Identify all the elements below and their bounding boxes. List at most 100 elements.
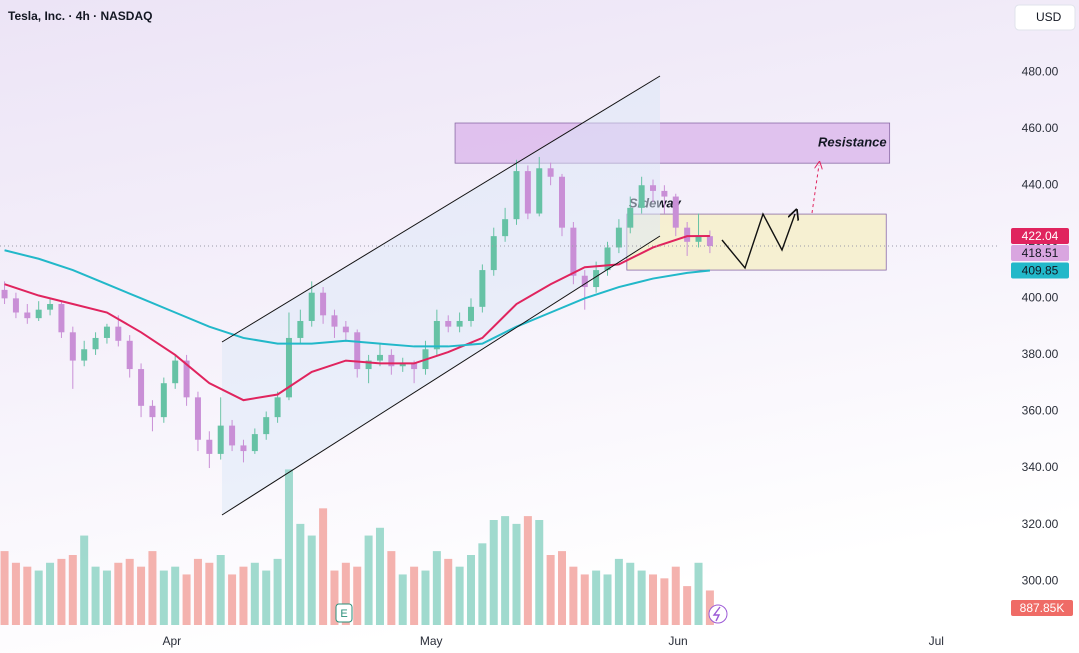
price-badge [1011, 262, 1069, 279]
y-tick-label: 400.00 [1022, 291, 1059, 305]
candle-body [69, 332, 76, 361]
volume-bar [137, 566, 146, 625]
x-tick-label: May [420, 634, 443, 648]
volume-bar [558, 551, 567, 625]
candle-body [513, 171, 520, 220]
volume-bar [603, 574, 612, 625]
y-tick-label: 340.00 [1022, 460, 1059, 474]
volume-bar [501, 516, 510, 625]
candle-body [593, 270, 600, 288]
volume-bar [660, 578, 669, 625]
candle-body [194, 397, 201, 440]
channel-lower [221, 235, 661, 516]
chart-title: Tesla, Inc. · 4h · NASDAQ [8, 9, 152, 23]
volume-bar [330, 570, 339, 625]
candle-body [342, 326, 349, 333]
svg-text:E: E [340, 608, 347, 620]
candle-body [467, 306, 474, 321]
volume-bar [68, 555, 77, 625]
candle-body [81, 349, 88, 361]
x-tick-label: Apr [162, 634, 181, 648]
candle-body [570, 227, 577, 276]
candle-body [217, 425, 224, 454]
candle-body [172, 360, 179, 384]
volume-badge-label: 887.85K [1020, 601, 1065, 615]
volume-bar [228, 574, 237, 625]
candle-body [229, 425, 236, 446]
x-tick-label: Jul [929, 634, 944, 648]
y-tick-label: 320.00 [1022, 517, 1059, 531]
volume-bar [466, 555, 475, 625]
candle-body [354, 332, 361, 370]
candle-body [103, 326, 110, 338]
x-tick-label: Jun [668, 634, 687, 648]
moving-average [4, 249, 711, 348]
candle-body [411, 363, 418, 370]
candle-body [445, 320, 452, 327]
volume-bar [205, 562, 214, 625]
breakout-arrow [811, 165, 819, 214]
volume-bar [569, 566, 578, 625]
volume-bar [296, 523, 305, 625]
candle-body [365, 360, 372, 370]
candle-body [456, 320, 463, 327]
volume-bar [216, 555, 225, 625]
candle-body [695, 236, 702, 242]
candle-body [661, 190, 668, 197]
volume-bar [705, 590, 714, 625]
candle-body [206, 439, 213, 454]
volume-bar [421, 570, 430, 625]
volume-bar [148, 551, 157, 625]
volume-bar [375, 527, 384, 625]
candle-body [399, 363, 406, 367]
volume-bar [159, 570, 168, 625]
volume-bar [364, 535, 373, 625]
candle-body [138, 369, 145, 406]
candle-body [627, 207, 634, 228]
candle-body [160, 383, 167, 418]
y-tick-label: 300.00 [1022, 573, 1059, 587]
candle-body [24, 312, 31, 319]
volume-bar [91, 566, 100, 625]
volume-bar [80, 535, 89, 625]
volume-bar [250, 562, 259, 625]
candle-body [126, 340, 133, 370]
volume-bar [432, 551, 441, 625]
volume-bar [387, 551, 396, 625]
candle-body [650, 185, 657, 191]
candle-body [115, 326, 122, 341]
volume-bar [535, 520, 544, 625]
volume-bar [125, 558, 134, 625]
volume-bar [592, 570, 601, 625]
y-tick-label: 360.00 [1022, 404, 1059, 418]
volume-bar [307, 535, 316, 625]
price-badge [1011, 245, 1069, 262]
volume-bar [57, 558, 66, 625]
volume-bar [694, 562, 703, 625]
volume-bar [262, 570, 271, 625]
candle-body [638, 185, 645, 208]
candle-body [331, 315, 338, 327]
y-tick-label: 460.00 [1022, 121, 1059, 135]
candle-body [285, 337, 292, 398]
volume-bar [478, 543, 487, 625]
volume-bar [455, 566, 464, 625]
volume-bar [102, 570, 111, 625]
volume-badge [1011, 600, 1073, 616]
channel-fill [222, 76, 660, 515]
volume-bar [239, 566, 248, 625]
projection-path [721, 214, 795, 270]
volume-bar [523, 516, 532, 625]
candle-body [297, 320, 304, 338]
currency-button[interactable]: USD [1014, 4, 1076, 31]
volume-bar [637, 570, 646, 625]
volume-bar [444, 558, 453, 625]
price-badge [1011, 228, 1069, 245]
candle-body [320, 292, 327, 316]
volume-bar [284, 469, 293, 625]
candle-body [35, 309, 42, 319]
candle-body [376, 354, 383, 361]
volume-bar [182, 574, 191, 625]
currency-label[interactable]: USD [1036, 10, 1062, 24]
